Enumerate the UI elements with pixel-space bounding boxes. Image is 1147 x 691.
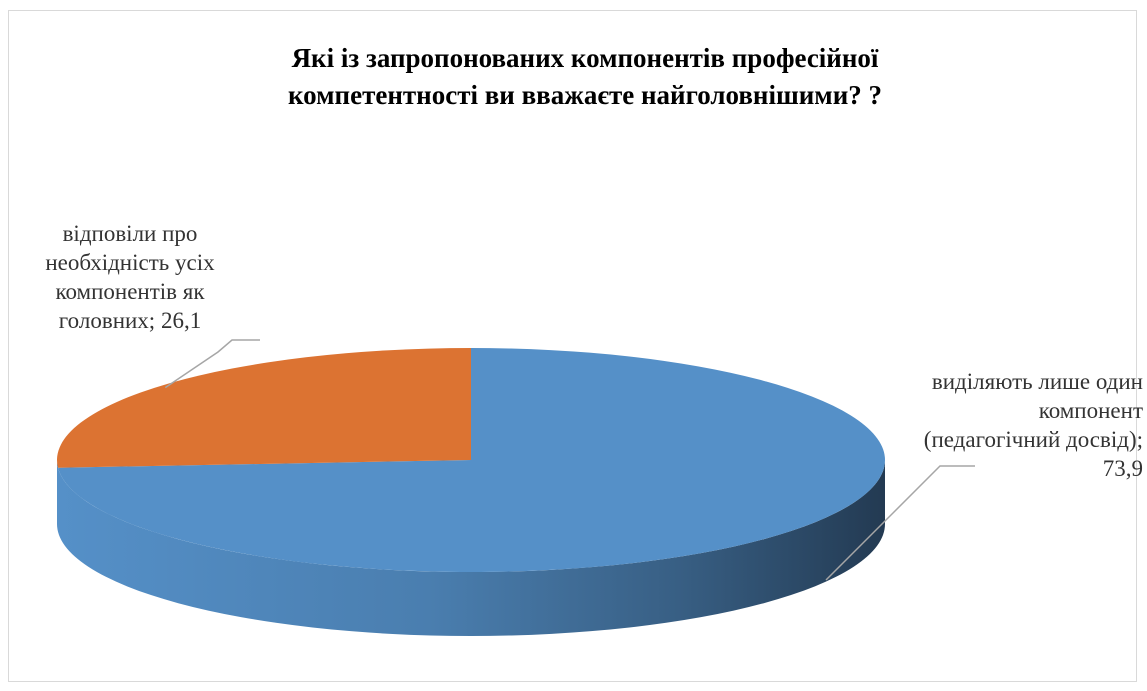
chart-title: Які із запропонованих компонентів профес… bbox=[287, 43, 883, 110]
data-label-all-components: відповіли про необхідність усіх компонен… bbox=[45, 221, 215, 333]
pie-side-wall bbox=[57, 460, 885, 636]
data-label-one-component: виділяють лише один компонент (педагогіч… bbox=[923, 369, 1143, 481]
leader-line-one-component bbox=[825, 465, 975, 581]
pie-slice-all-components bbox=[57, 348, 472, 468]
pie-slice-one-component bbox=[57, 348, 886, 572]
leader-line-all-components bbox=[164, 339, 260, 389]
